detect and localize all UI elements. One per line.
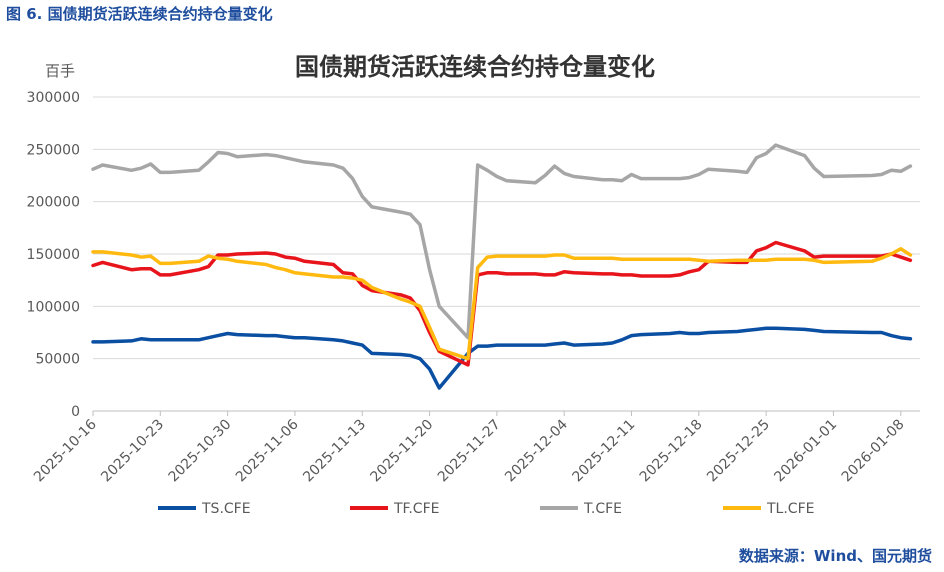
- x-tick-label: 2025-11-13: [300, 417, 369, 486]
- y-axis-unit: 百手: [45, 62, 75, 80]
- source-note: 数据来源：Wind、国元期货: [738, 547, 932, 565]
- x-tick-label: 2025-12-25: [704, 417, 773, 486]
- x-tick-label: 2025-10-30: [166, 417, 235, 486]
- series-line-ts-cfe: [91, 326, 913, 390]
- series-line-tf-cfe: [91, 240, 913, 367]
- legend-label: T.CFE: [583, 501, 622, 517]
- x-tick-label: 2025-12-11: [569, 417, 638, 486]
- x-tick-label: 2026-01-08: [839, 417, 908, 486]
- x-tick-label: 2025-10-23: [98, 417, 167, 486]
- series-line-t-cfe: [91, 143, 913, 340]
- x-tick-label: 2025-11-06: [233, 416, 302, 485]
- x-tick-label: 2025-12-04: [502, 416, 571, 485]
- x-tick-label: 2025-10-16: [31, 416, 100, 485]
- chart-title: 国债期货活跃连续合约持仓量变化: [295, 53, 655, 81]
- legend-label: TL.CFE: [766, 501, 814, 517]
- x-tick-label: 2026-01-01: [771, 417, 840, 486]
- legend: TS.CFE TF.CFE T.CFE TL.CFE: [158, 501, 814, 517]
- y-tick-label: 300000: [27, 90, 80, 106]
- y-axis-ticks: 0 50000 100000 150000 200000 250000 300000: [27, 90, 80, 420]
- y-tick-label: 50000: [35, 352, 80, 368]
- x-tick-label: 2025-11-20: [368, 417, 437, 486]
- series-lines: [91, 143, 913, 390]
- y-tick-label: 150000: [27, 247, 80, 263]
- y-tick-label: 200000: [27, 195, 80, 211]
- y-tick-label: 100000: [27, 299, 80, 315]
- y-tick-label: 0: [71, 404, 80, 420]
- figure-caption: 图 6. 国债期货活跃连续合约持仓量变化: [6, 5, 273, 23]
- y-tick-label: 250000: [27, 142, 80, 158]
- x-tick-label: 2025-12-18: [637, 417, 706, 486]
- series-line-tl-cfe: [91, 247, 913, 361]
- legend-label: TS.CFE: [201, 501, 251, 517]
- legend-label: TF.CFE: [393, 501, 439, 517]
- grid-lines: [93, 96, 920, 412]
- x-tick-label: 2025-11-27: [435, 417, 504, 486]
- x-axis-ticks: 2025-10-162025-10-232025-10-302025-11-06…: [31, 411, 908, 485]
